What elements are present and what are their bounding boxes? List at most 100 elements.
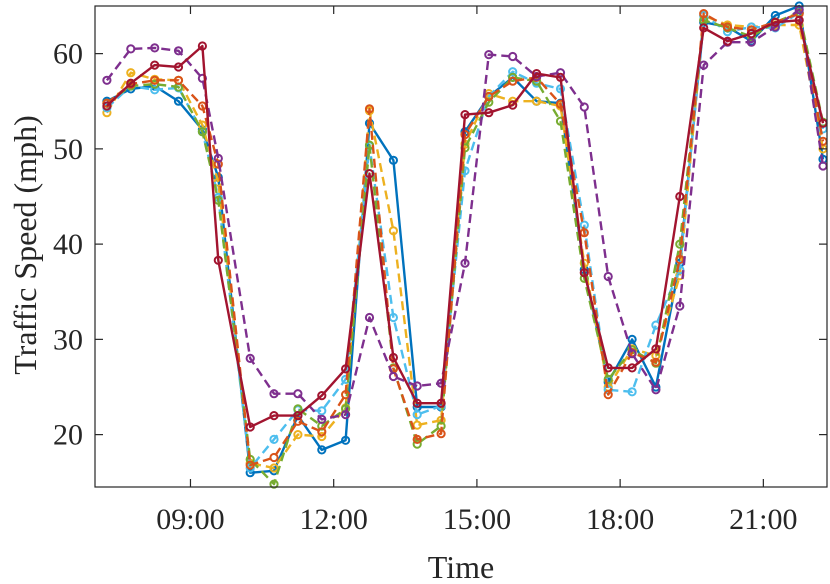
x-tick-label: 09:00 (156, 503, 224, 536)
series-1 (102, 1, 828, 478)
data-point (269, 452, 279, 463)
data-point (150, 79, 160, 89)
data-point (173, 62, 184, 72)
series-line (106, 11, 825, 470)
series-7 (102, 15, 828, 432)
x-tick-label: 21:00 (729, 503, 797, 536)
data-point (436, 429, 446, 439)
data-point (579, 268, 589, 278)
data-point (150, 85, 160, 95)
data-point (197, 127, 207, 137)
data-point (722, 36, 733, 46)
data-point (213, 153, 223, 163)
data-point (388, 352, 398, 363)
series-5 (102, 9, 828, 470)
data-point (651, 344, 661, 354)
data-point (603, 374, 613, 384)
data-point (388, 371, 398, 382)
data-point (293, 411, 303, 421)
x-axis-label: Time (428, 549, 494, 584)
x-tick-label: 12:00 (300, 503, 368, 536)
x-tick-label: 18:00 (586, 503, 654, 536)
data-point (293, 430, 303, 440)
plot-area (102, 1, 828, 489)
data-point (293, 389, 303, 399)
data-point (341, 364, 351, 374)
data-point (412, 381, 422, 391)
axes: 20 30 40 50 60 09:00 12:00 15:00 18:00 21:00 (53, 5, 828, 536)
data-point (508, 67, 518, 77)
data-point (603, 271, 613, 282)
data-point (579, 102, 589, 112)
data-point (460, 130, 470, 140)
data-point (436, 378, 446, 388)
data-point (317, 414, 327, 424)
data-point (269, 434, 279, 444)
data-point (603, 390, 613, 400)
y-tick-label: 50 (53, 133, 83, 166)
data-point (746, 37, 757, 47)
series-6 (102, 5, 828, 424)
x-tick-label: 15:00 (443, 503, 511, 536)
data-point (126, 44, 136, 54)
data-point (213, 255, 223, 265)
series-3 (102, 8, 828, 473)
y-tick-label: 20 (53, 419, 83, 452)
data-point (508, 51, 518, 62)
series-4 (102, 8, 828, 489)
data-point (388, 226, 398, 236)
data-point (555, 72, 566, 83)
data-point (770, 17, 780, 27)
data-point (508, 72, 518, 83)
data-point (460, 110, 470, 120)
data-point (675, 239, 685, 249)
y-tick-label: 40 (53, 228, 83, 261)
data-point (579, 228, 589, 238)
data-point (126, 68, 136, 78)
data-point (484, 50, 494, 60)
data-point (269, 479, 279, 489)
data-point (794, 15, 804, 25)
data-point (173, 96, 184, 106)
series-line (106, 12, 825, 467)
data-point (627, 334, 637, 344)
data-point (317, 406, 327, 416)
series-2 (102, 10, 828, 473)
data-point (150, 43, 160, 53)
y-tick-label: 30 (53, 323, 83, 356)
data-point (245, 460, 255, 470)
series-line (106, 11, 825, 486)
data-point (508, 76, 518, 86)
data-point (173, 46, 184, 56)
data-point (364, 312, 375, 323)
data-point (412, 434, 422, 444)
data-point (197, 41, 207, 51)
data-point (341, 390, 351, 400)
data-point (699, 9, 709, 19)
data-point (627, 387, 637, 397)
data-point (675, 301, 685, 311)
data-point (532, 96, 542, 106)
y-tick-label: 60 (53, 38, 83, 71)
data-point (245, 353, 255, 363)
data-point (627, 363, 637, 373)
data-point (317, 427, 327, 437)
series-line (106, 4, 825, 474)
data-point (102, 75, 112, 85)
data-point (364, 169, 375, 179)
data-point (699, 23, 709, 33)
data-point (341, 435, 351, 445)
data-point (126, 78, 136, 88)
data-point (651, 385, 661, 395)
data-point (317, 391, 327, 401)
data-point (651, 357, 661, 367)
data-point (627, 349, 637, 359)
y-axis-label: Traffic Speed (mph) (7, 115, 43, 375)
data-point (364, 104, 375, 114)
data-point (603, 363, 613, 373)
data-point (150, 60, 160, 70)
series-line (105, 14, 825, 470)
data-point (746, 28, 757, 39)
axes-box (94, 5, 828, 488)
